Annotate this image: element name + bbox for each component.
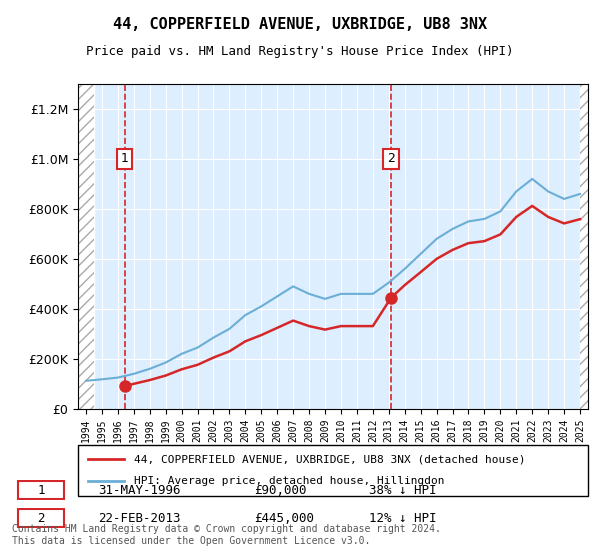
Text: 1: 1 [121,152,128,165]
Bar [78,84,94,409]
Text: HPI: Average price, detached house, Hillingdon: HPI: Average price, detached house, Hill… [134,477,445,487]
Text: 2: 2 [37,511,44,525]
FancyBboxPatch shape [78,445,588,496]
Text: £90,000: £90,000 [254,483,307,497]
Text: £445,000: £445,000 [254,511,314,525]
FancyBboxPatch shape [18,509,64,527]
Text: 31-MAY-1996: 31-MAY-1996 [98,483,181,497]
Bar [580,84,588,409]
Text: 1: 1 [37,483,44,497]
Text: 2: 2 [387,152,395,165]
Bar [580,84,588,409]
Text: 38% ↓ HPI: 38% ↓ HPI [369,483,437,497]
Text: 12% ↓ HPI: 12% ↓ HPI [369,511,437,525]
Text: 44, COPPERFIELD AVENUE, UXBRIDGE, UB8 3NX: 44, COPPERFIELD AVENUE, UXBRIDGE, UB8 3N… [113,17,487,32]
Bar [78,84,94,409]
Text: Contains HM Land Registry data © Crown copyright and database right 2024.
This d: Contains HM Land Registry data © Crown c… [12,524,441,546]
Text: Price paid vs. HM Land Registry's House Price Index (HPI): Price paid vs. HM Land Registry's House … [86,45,514,58]
FancyBboxPatch shape [18,481,64,499]
Text: 22-FEB-2013: 22-FEB-2013 [98,511,181,525]
Text: 44, COPPERFIELD AVENUE, UXBRIDGE, UB8 3NX (detached house): 44, COPPERFIELD AVENUE, UXBRIDGE, UB8 3N… [134,454,526,464]
